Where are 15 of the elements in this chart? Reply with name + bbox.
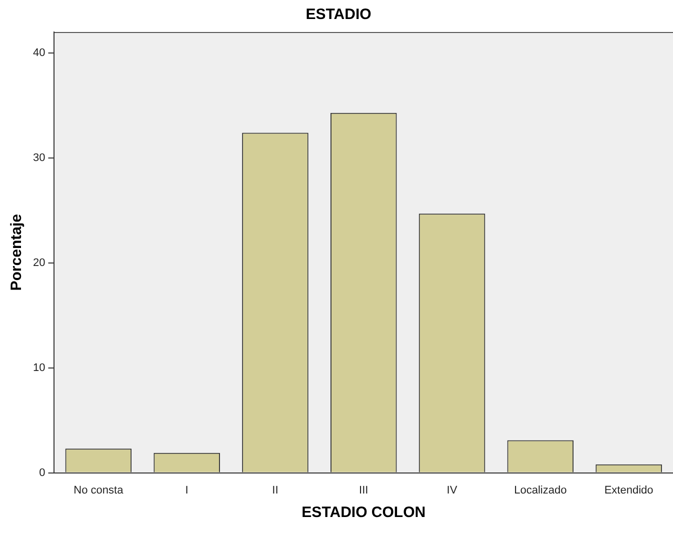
y-tick-label: 10 bbox=[32, 362, 46, 374]
x-tick-label: IV bbox=[446, 484, 458, 496]
chart-title: ESTADIO bbox=[306, 6, 372, 24]
y-axis-title: Porcentaje bbox=[8, 214, 26, 291]
y-tick-label: 0 bbox=[39, 466, 46, 479]
x-tick-label: III bbox=[359, 484, 368, 496]
y-tick-label: 20 bbox=[32, 256, 46, 269]
x-axis-title: ESTADIO COLON bbox=[302, 504, 426, 522]
x-tick-label: Extendido bbox=[604, 484, 654, 496]
x-tick-label: I bbox=[185, 484, 188, 496]
x-tick-label: No consta bbox=[74, 484, 124, 496]
x-tick-label: Localizado bbox=[514, 484, 567, 496]
x-tick-label: II bbox=[272, 484, 278, 496]
y-tick-label: 30 bbox=[32, 152, 46, 164]
y-tick-label: 40 bbox=[32, 47, 46, 60]
